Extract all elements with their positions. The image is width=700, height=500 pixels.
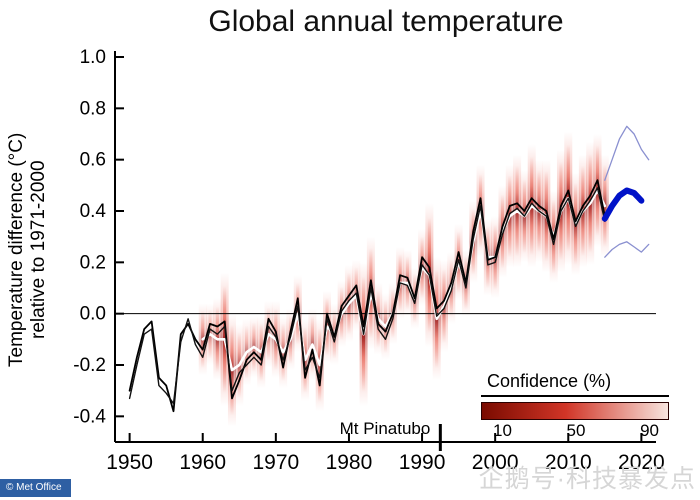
legend-rule: [481, 395, 669, 397]
watermark-text: 企鹅号·科技暴发点: [478, 465, 696, 493]
svg-text:0.0: 0.0: [80, 304, 106, 325]
met-office-badge: © Met Office: [0, 479, 71, 497]
legend-tick-labels: 10 50 90: [481, 420, 669, 441]
svg-text:2010: 2010: [545, 451, 592, 474]
series-forecast-central: [601, 187, 645, 222]
svg-text:1.0: 1.0: [80, 47, 106, 68]
confidence-legend: Confidence (%) 10 50 90: [481, 371, 669, 441]
svg-text:1990: 1990: [399, 451, 446, 474]
svg-text:0.8: 0.8: [80, 98, 106, 119]
svg-text:2000: 2000: [472, 451, 519, 474]
svg-text:-0.2: -0.2: [73, 355, 106, 376]
svg-text:0.2: 0.2: [80, 252, 106, 273]
tick-labels: 1.0 0.8 0.6 0.4 0.2 0.0 -0.2 -0.4 1950 1960 1970 19…: [73, 47, 664, 474]
svg-text:0.6: 0.6: [80, 150, 106, 171]
svg-text:2020: 2020: [618, 451, 665, 474]
svg-text:1970: 1970: [252, 451, 299, 474]
series-forecast-upper: [604, 125, 650, 181]
confidence-gradient-bar: [481, 402, 669, 420]
svg-text:-0.4: -0.4: [73, 406, 106, 427]
legend-label-90: 90: [640, 421, 659, 440]
legend-label-50: 50: [566, 421, 586, 440]
legend-label-10: 10: [493, 421, 512, 440]
svg-text:1950: 1950: [106, 451, 153, 474]
series-observations: [128, 179, 606, 413]
annotation-mt-pinatubo: Mt Pinatubo: [339, 419, 431, 438]
svg-text:1980: 1980: [326, 451, 373, 474]
axes: [114, 51, 656, 443]
svg-text:0.4: 0.4: [80, 201, 107, 222]
chart-title: Global annual temperature: [208, 5, 564, 38]
series-observations-alt: [128, 187, 606, 405]
legend-title: Confidence (%): [487, 371, 612, 391]
svg-text:1960: 1960: [179, 451, 226, 474]
series-forecast-lower: [604, 241, 650, 258]
